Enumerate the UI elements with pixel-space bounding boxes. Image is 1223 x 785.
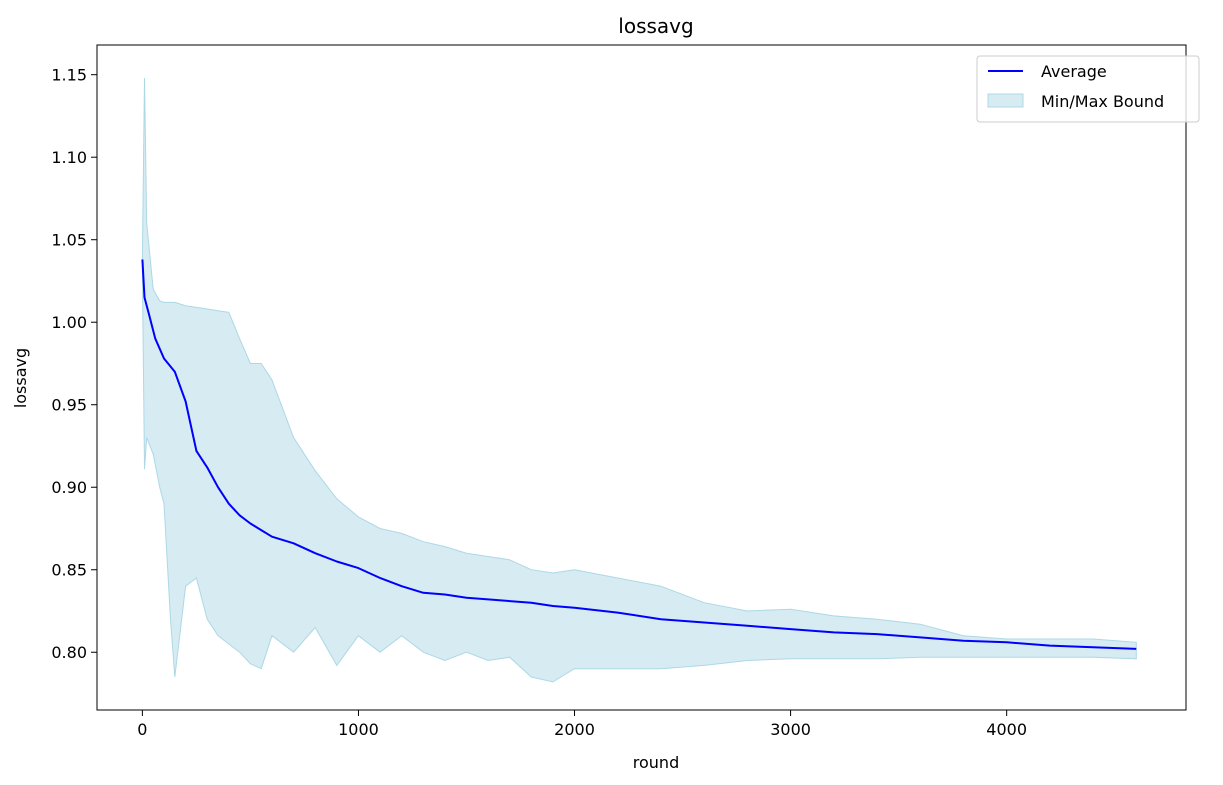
x-axis-title: round <box>633 753 679 772</box>
y-tick-label: 0.90 <box>51 478 87 497</box>
y-tick-label: 1.15 <box>51 66 87 85</box>
y-tick-label: 1.05 <box>51 231 87 250</box>
x-tick-label: 4000 <box>986 720 1027 739</box>
legend-frame <box>976 55 1200 123</box>
x-tick-label: 1000 <box>338 720 379 739</box>
y-axis-title: lossavg <box>11 348 30 408</box>
x-tick-label: 2000 <box>554 720 595 739</box>
legend-band-label: Min/Max Bound <box>1041 92 1164 111</box>
y-axis: 0.80 0.85 0.90 0.95 1.00 1.05 1.10 1.15 <box>51 66 97 662</box>
series-average-line <box>141 259 1137 650</box>
legend-average-label: Average <box>1041 62 1107 81</box>
legend: Average Min/Max Bound <box>976 55 1200 123</box>
plot-frame <box>96 44 1187 711</box>
plot-area <box>141 77 1137 683</box>
legend-band-swatch <box>987 93 1024 108</box>
y-tick-label: 0.85 <box>51 561 87 580</box>
x-tick-label: 0 <box>137 720 147 739</box>
series-minmax-band <box>141 77 1137 683</box>
y-tick-label: 0.80 <box>51 643 87 662</box>
chart-title: lossavg <box>618 14 693 38</box>
y-tick-label: 1.00 <box>51 313 87 332</box>
x-axis: 0 1000 2000 3000 4000 <box>137 710 1027 739</box>
y-tick-label: 0.95 <box>51 396 87 415</box>
y-tick-label: 1.10 <box>51 148 87 167</box>
x-tick-label: 3000 <box>770 720 811 739</box>
